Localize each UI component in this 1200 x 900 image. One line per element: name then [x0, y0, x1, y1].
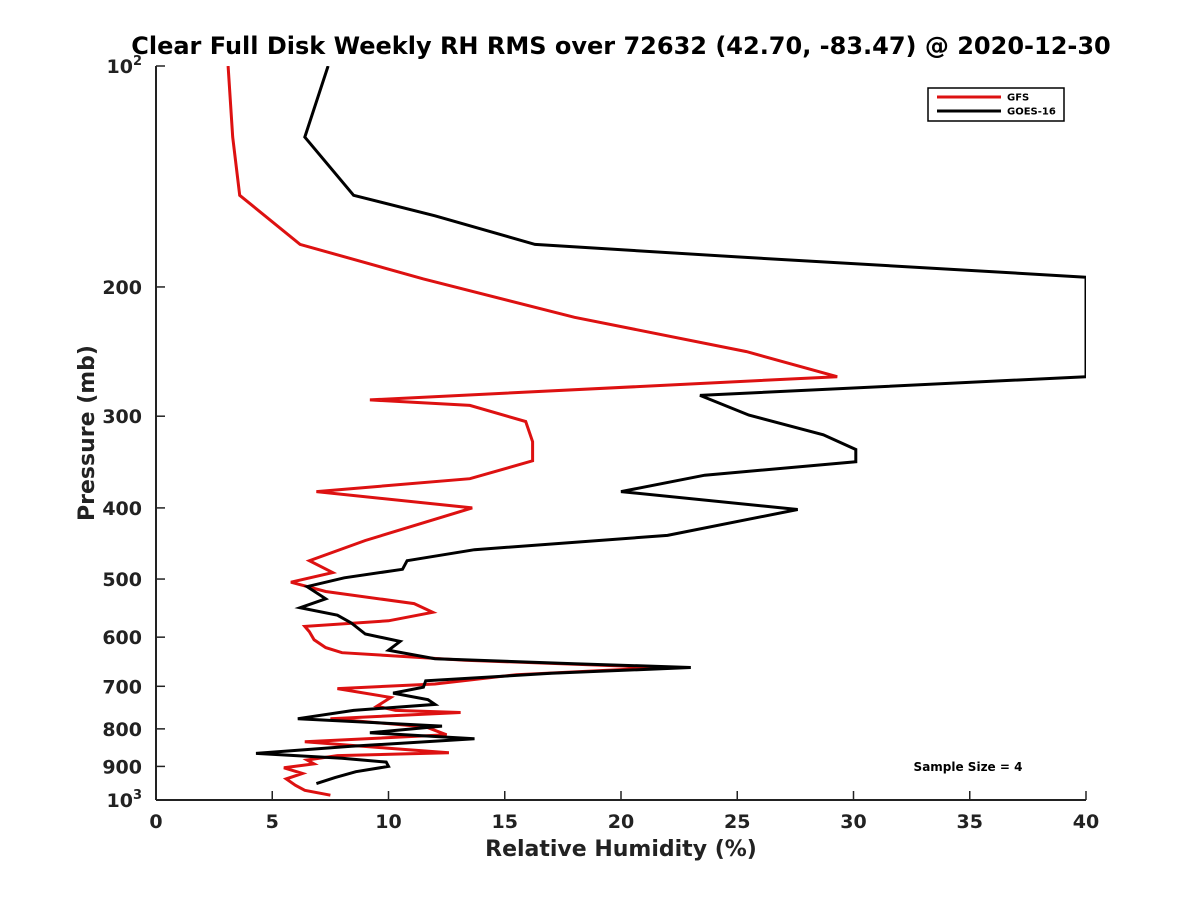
legend-box: [927, 87, 1065, 122]
x-tick-label: 0: [149, 811, 162, 833]
x-axis-label: Relative Humidity (%): [485, 837, 757, 862]
series-line-goes-16: [255, 66, 1086, 786]
y-tick-label: 102: [107, 54, 143, 78]
y-tick-label: 700: [102, 676, 142, 698]
series-line-gfs: [226, 66, 838, 797]
y-tick-label: 200: [102, 277, 142, 299]
x-tick-label: 30: [840, 811, 866, 833]
y-tick-label: 103: [107, 788, 143, 812]
x-tick-label: 25: [724, 811, 750, 833]
legend-label-goes16: GOES-16: [1007, 107, 1056, 118]
x-tick-label: 15: [492, 811, 518, 833]
y-tick-label: 300: [102, 406, 142, 428]
axes-layer: 0 5 10 15 20 25 30 35 40 102 200 300 400 500 600 700 800…: [102, 54, 1099, 833]
sample-size-annotation: Sample Size = 4: [914, 760, 1023, 774]
x-tick-label: 40: [1073, 811, 1099, 833]
y-tick-label: 600: [102, 627, 142, 649]
x-tick-label: 5: [266, 811, 279, 833]
x-tick-label: 35: [957, 811, 983, 833]
legend-label-gfs: GFS: [1007, 93, 1029, 104]
y-tick-label: 800: [102, 719, 142, 741]
chart-title: Clear Full Disk Weekly RH RMS over 72632…: [131, 32, 1111, 60]
x-tick-label: 20: [608, 811, 634, 833]
plot-area: 0 5 10 15 20 25 30 35 40 102 200 300 400 500 600 700 800…: [102, 54, 1099, 833]
y-tick-label: 500: [102, 569, 142, 591]
series-layer: [226, 66, 1086, 797]
x-tick-label: 10: [375, 811, 401, 833]
y-tick-label: 900: [102, 756, 142, 778]
y-tick-label: 400: [102, 498, 142, 520]
legend: GFS GOES-16: [927, 87, 1065, 122]
y-axis-label: Pressure (mb): [75, 345, 100, 521]
